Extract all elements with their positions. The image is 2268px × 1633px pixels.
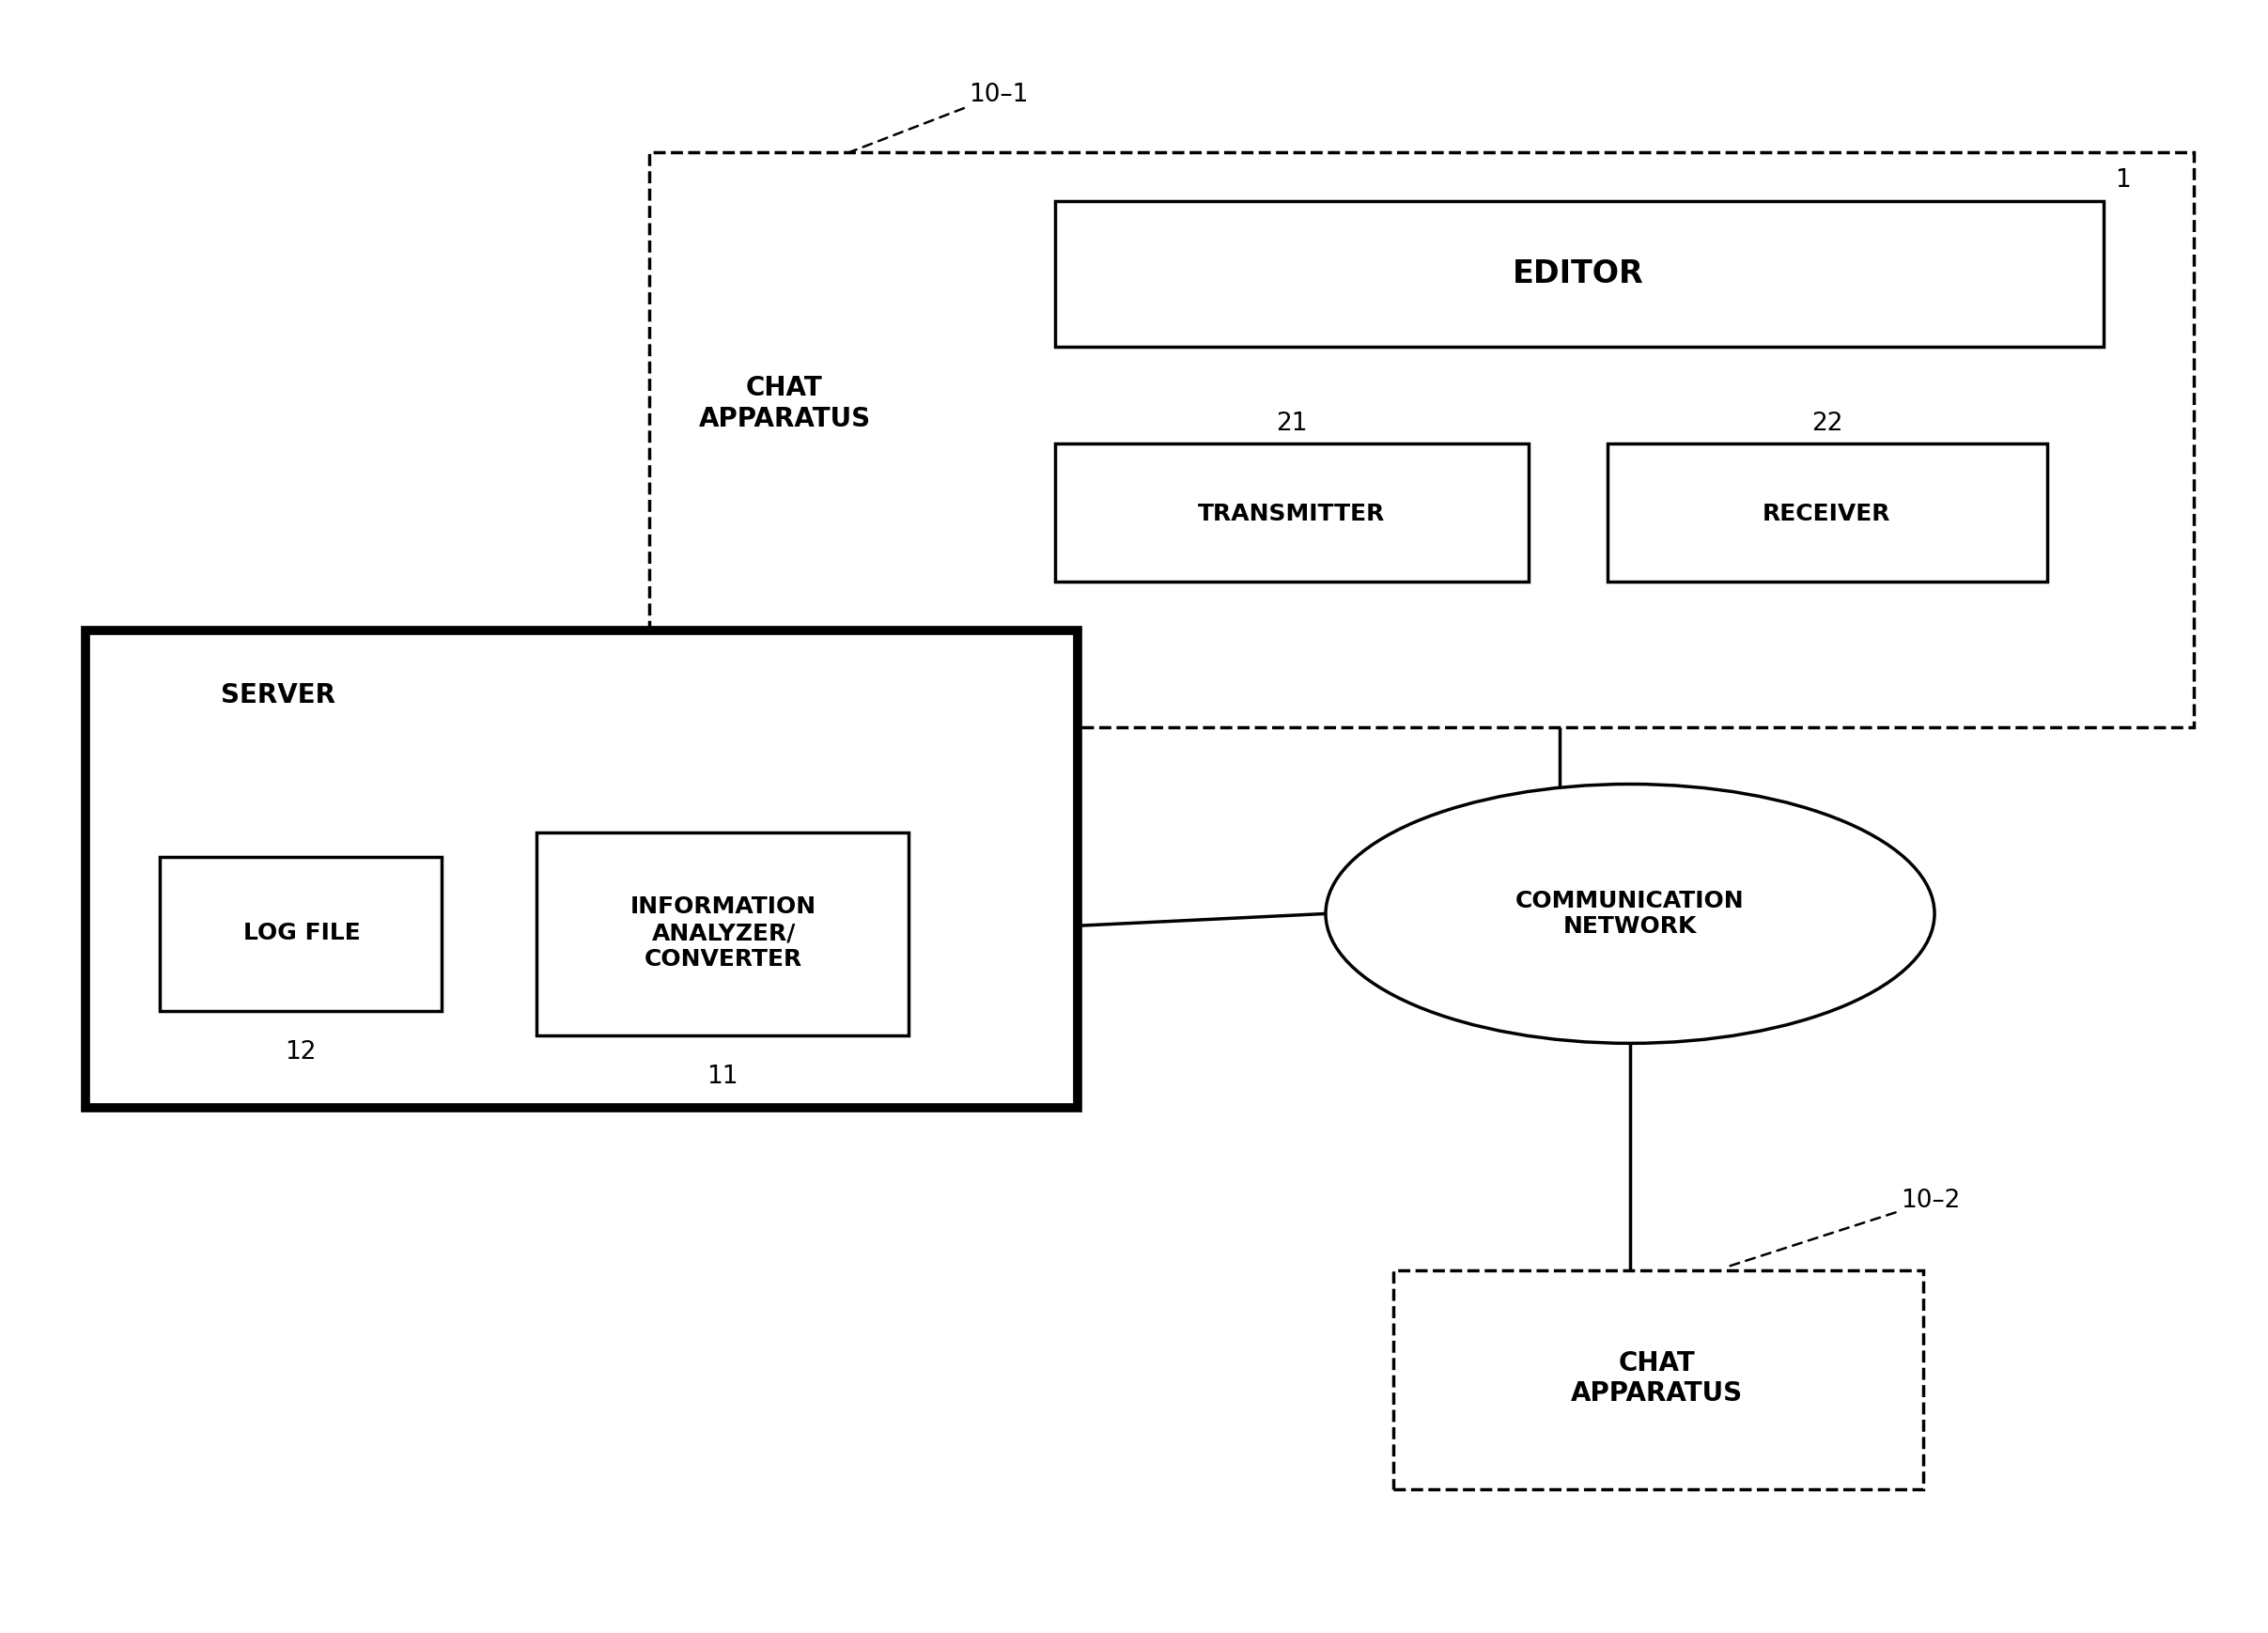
Bar (1055, 201, 2105, 346)
Ellipse shape (1327, 784, 1935, 1043)
Text: LOG FILE: LOG FILE (243, 923, 361, 944)
Text: INFORMATION
ANALYZER/
CONVERTER: INFORMATION ANALYZER/ CONVERTER (631, 897, 816, 970)
Text: COMMUNICATION
NETWORK: COMMUNICATION NETWORK (1515, 890, 1744, 937)
Text: 11: 11 (708, 1065, 737, 1089)
Bar (159, 857, 442, 1011)
Text: CHAT
APPARATUS: CHAT APPARATUS (1572, 1350, 1744, 1408)
Bar (649, 152, 2193, 727)
Text: 21: 21 (1277, 412, 1309, 436)
Text: CHAT
APPARATUS: CHAT APPARATUS (699, 376, 871, 431)
Text: 22: 22 (1812, 412, 1844, 436)
Text: 1: 1 (2114, 168, 2130, 193)
Bar (1393, 1270, 1923, 1489)
Bar (1608, 444, 2048, 581)
Bar (1055, 444, 1529, 581)
Bar (538, 833, 909, 1035)
Text: 12: 12 (286, 1040, 318, 1065)
Text: EDITOR: EDITOR (1513, 258, 1644, 289)
Bar (86, 630, 1077, 1109)
Text: 10–2: 10–2 (1730, 1189, 1960, 1266)
Text: RECEIVER: RECEIVER (1762, 503, 1892, 524)
Text: 10–1: 10–1 (844, 83, 1027, 155)
Text: TRANSMITTER: TRANSMITTER (1198, 503, 1386, 524)
Text: SERVER: SERVER (220, 683, 336, 709)
